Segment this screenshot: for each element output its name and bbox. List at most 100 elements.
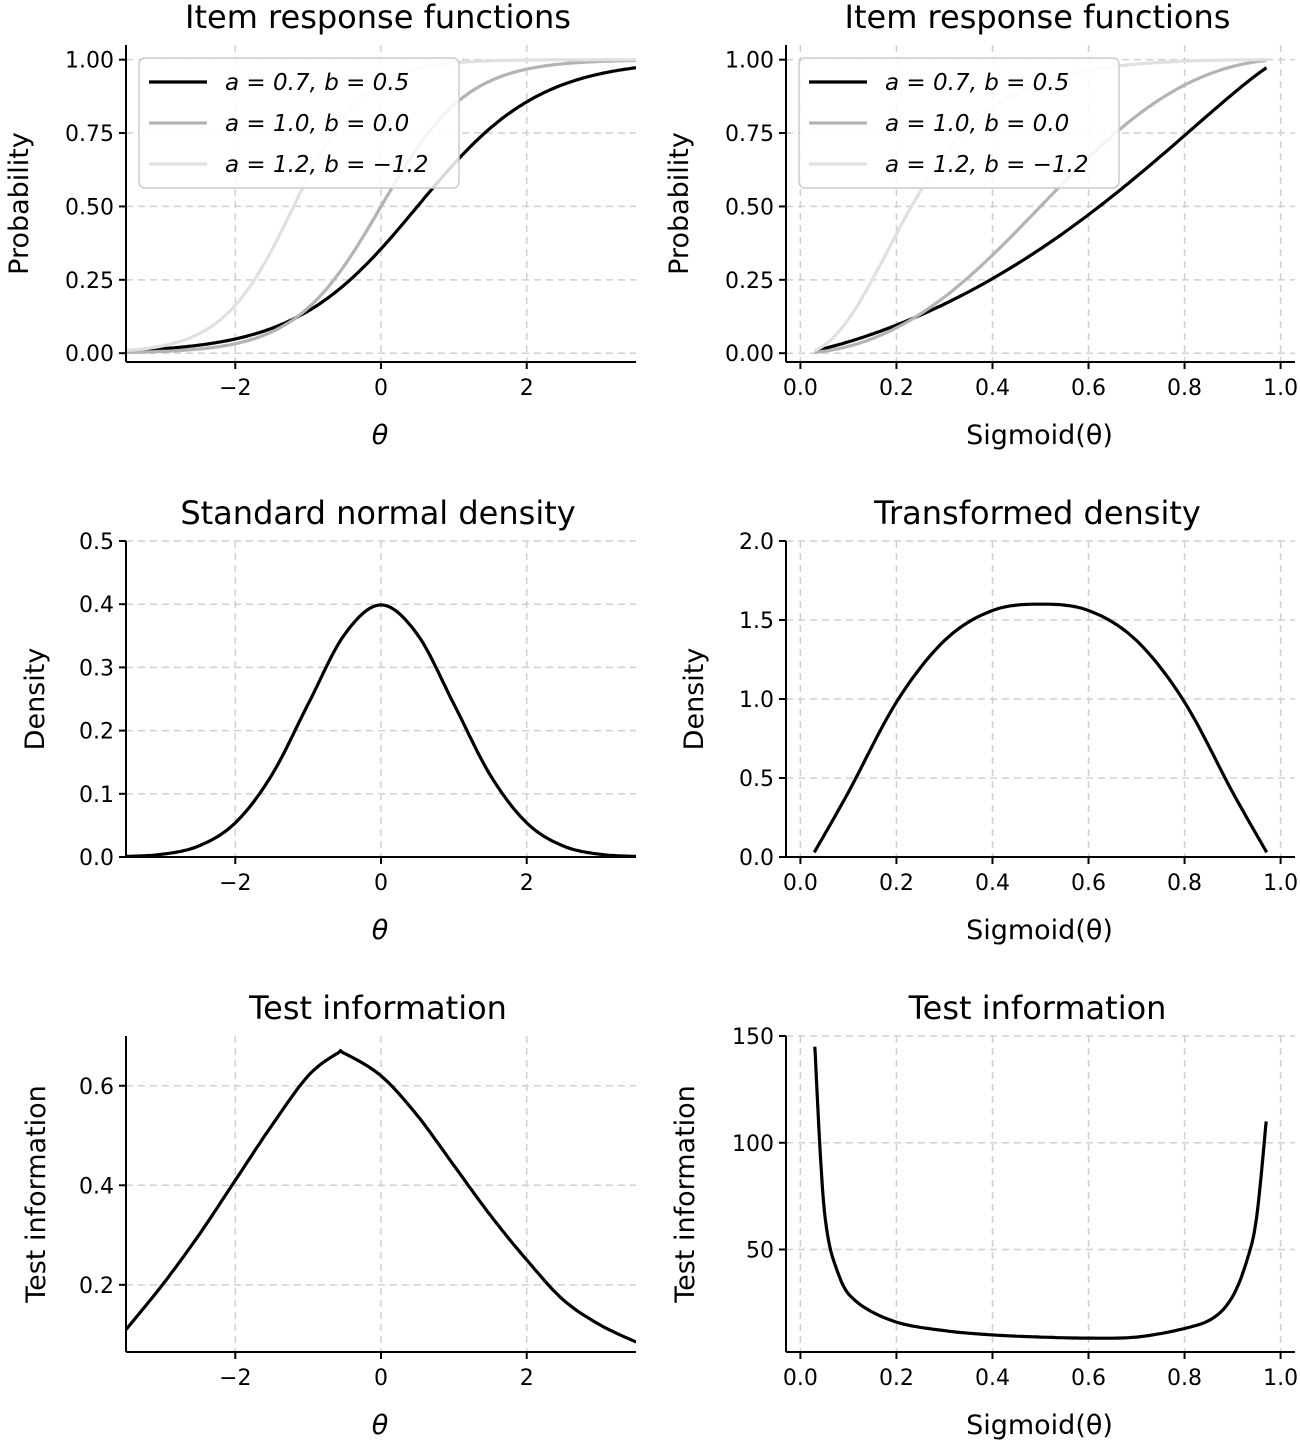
x-tick-label: 2 xyxy=(520,376,534,401)
y-tick-label: 0.1 xyxy=(79,783,114,808)
x-axis-label: θ xyxy=(372,420,389,451)
series-line-1 xyxy=(126,66,636,353)
chart-panel-1: −2 0 2 0.00 0.25 0.50 0.75 1.00 Item response fu… xyxy=(4,0,636,451)
series-group xyxy=(812,602,1269,854)
x-tick-label: 0.2 xyxy=(879,376,914,401)
x-tick-label: 0.8 xyxy=(1167,1366,1202,1391)
chart-panel-2: 0.0 0.2 0.4 0.6 0.8 1.0 0.00 0.25 0.50 0.75 1.00 It… xyxy=(664,0,1298,451)
y-tick-label: 0.2 xyxy=(79,720,114,745)
legend-label: a = 0.7, b = 0.5 xyxy=(225,70,409,96)
y-tick-label: 0.5 xyxy=(739,767,774,792)
y-tick-label: 150 xyxy=(732,1025,774,1050)
y-tick-label: 0.4 xyxy=(79,593,114,618)
y-tick-label: 0.25 xyxy=(725,269,774,294)
series-line-1 xyxy=(812,602,1269,854)
y-tick-label: 0.2 xyxy=(79,1274,114,1299)
x-tick-label: 0.6 xyxy=(1071,376,1106,401)
x-axis-label: θ xyxy=(372,1410,389,1441)
y-axis-label: Test information xyxy=(670,1085,701,1304)
chart-panel-5: −2 0 2 0.2 0.4 0.6 Test information θ Test infor… xyxy=(21,989,636,1441)
chart-panel-6: 0.0 0.2 0.4 0.6 0.8 1.0 50 100 150 Test informati… xyxy=(670,989,1298,1441)
x-tick-label: 0.8 xyxy=(1167,376,1202,401)
chart-title: Transformed density xyxy=(873,494,1201,532)
chart-panel-3: −2 0 2 0.0 0.1 0.2 0.3 0.4 0.5 Standard normal de… xyxy=(20,494,636,946)
x-tick-label: 0.0 xyxy=(783,871,818,896)
x-tick-label: 0 xyxy=(374,376,388,401)
chart-title: Item response functions xyxy=(185,0,571,36)
chart-panel-4: 0.0 0.2 0.4 0.6 0.8 1.0 0.0 0.5 1.0 1.5 2.0 Transfo… xyxy=(679,494,1298,946)
x-axis-label: θ xyxy=(372,915,389,946)
legend-label: a = 1.0, b = 0.0 xyxy=(885,111,1069,137)
series-line-1 xyxy=(126,1049,636,1344)
y-tick-label: 0.25 xyxy=(65,269,114,294)
x-axis-label: Sigmoid(θ) xyxy=(966,915,1113,946)
legend-label: a = 1.2, b = −1.2 xyxy=(225,152,429,178)
x-tick-label: 0.0 xyxy=(783,376,818,401)
x-tick-label: 1.0 xyxy=(1263,376,1298,401)
y-tick-label: 1.5 xyxy=(739,609,774,634)
x-axis-label: Sigmoid(θ) xyxy=(966,1410,1113,1441)
series-line-1 xyxy=(813,66,1268,353)
y-axis-label: Density xyxy=(20,648,51,751)
y-tick-label: 0.50 xyxy=(725,195,774,220)
x-tick-label: 2 xyxy=(520,871,534,896)
y-tick-label: 50 xyxy=(746,1239,774,1264)
y-tick-label: 0.75 xyxy=(65,122,114,147)
y-tick-label: 2.0 xyxy=(739,530,774,555)
chart-title: Test information xyxy=(248,989,507,1027)
legend-label: a = 1.2, b = −1.2 xyxy=(885,152,1089,178)
y-tick-label: 0.0 xyxy=(739,846,774,871)
series-line-2 xyxy=(813,58,1268,354)
y-axis-label: Probability xyxy=(4,132,35,275)
x-tick-label: 1.0 xyxy=(1263,1366,1298,1391)
x-tick-label: −2 xyxy=(219,871,251,896)
x-tick-label: 0.4 xyxy=(975,871,1010,896)
series-line-1 xyxy=(813,1046,1268,1340)
legend-box xyxy=(798,57,1120,189)
x-tick-label: 0.0 xyxy=(783,1366,818,1391)
x-tick-label: 0.4 xyxy=(975,376,1010,401)
y-tick-label: 0.3 xyxy=(79,656,114,681)
series-line-1 xyxy=(126,603,636,858)
legend: a = 0.7, b = 0.5 a = 1.0, b = 0.0 a = 1.2,… xyxy=(798,57,1120,189)
x-tick-label: 0.2 xyxy=(879,871,914,896)
series-group xyxy=(813,1046,1268,1340)
y-tick-label: 100 xyxy=(732,1132,774,1157)
y-tick-label: 0.5 xyxy=(79,530,114,555)
series-line-2 xyxy=(126,58,636,354)
chart-title: Standard normal density xyxy=(180,494,575,532)
y-tick-label: 0.50 xyxy=(65,195,114,220)
y-tick-label: 0.0 xyxy=(79,846,114,871)
y-tick-label: 0.00 xyxy=(65,342,114,367)
y-tick-label: 0.4 xyxy=(79,1174,114,1199)
y-axis-label: Test information xyxy=(21,1085,52,1304)
series-group xyxy=(126,603,636,858)
y-tick-label: 0.6 xyxy=(79,1075,114,1100)
y-tick-label: 1.00 xyxy=(725,49,774,74)
x-tick-label: 0 xyxy=(374,871,388,896)
x-tick-label: 2 xyxy=(520,1366,534,1391)
series-group xyxy=(126,1049,636,1344)
x-tick-label: 0.6 xyxy=(1071,1366,1106,1391)
x-tick-label: 0.4 xyxy=(975,1366,1010,1391)
x-tick-label: 0 xyxy=(374,1366,388,1391)
y-axis-label: Density xyxy=(679,648,710,751)
x-tick-label: −2 xyxy=(219,376,251,401)
legend-box xyxy=(138,57,460,189)
y-tick-label: 0.00 xyxy=(725,342,774,367)
legend-label: a = 0.7, b = 0.5 xyxy=(885,70,1069,96)
x-tick-label: 1.0 xyxy=(1263,871,1298,896)
y-tick-label: 1.00 xyxy=(65,49,114,74)
x-tick-label: 0.2 xyxy=(879,1366,914,1391)
legend: a = 0.7, b = 0.5 a = 1.0, b = 0.0 a = 1.2,… xyxy=(138,57,460,189)
x-tick-label: −2 xyxy=(219,1366,251,1391)
y-axis-label: Probability xyxy=(664,132,695,275)
legend-label: a = 1.0, b = 0.0 xyxy=(225,111,409,137)
x-tick-label: 0.8 xyxy=(1167,871,1202,896)
y-tick-label: 0.75 xyxy=(725,122,774,147)
chart-title: Item response functions xyxy=(845,0,1231,36)
chart-title: Test information xyxy=(908,989,1167,1027)
x-axis-label: Sigmoid(θ) xyxy=(966,420,1113,451)
